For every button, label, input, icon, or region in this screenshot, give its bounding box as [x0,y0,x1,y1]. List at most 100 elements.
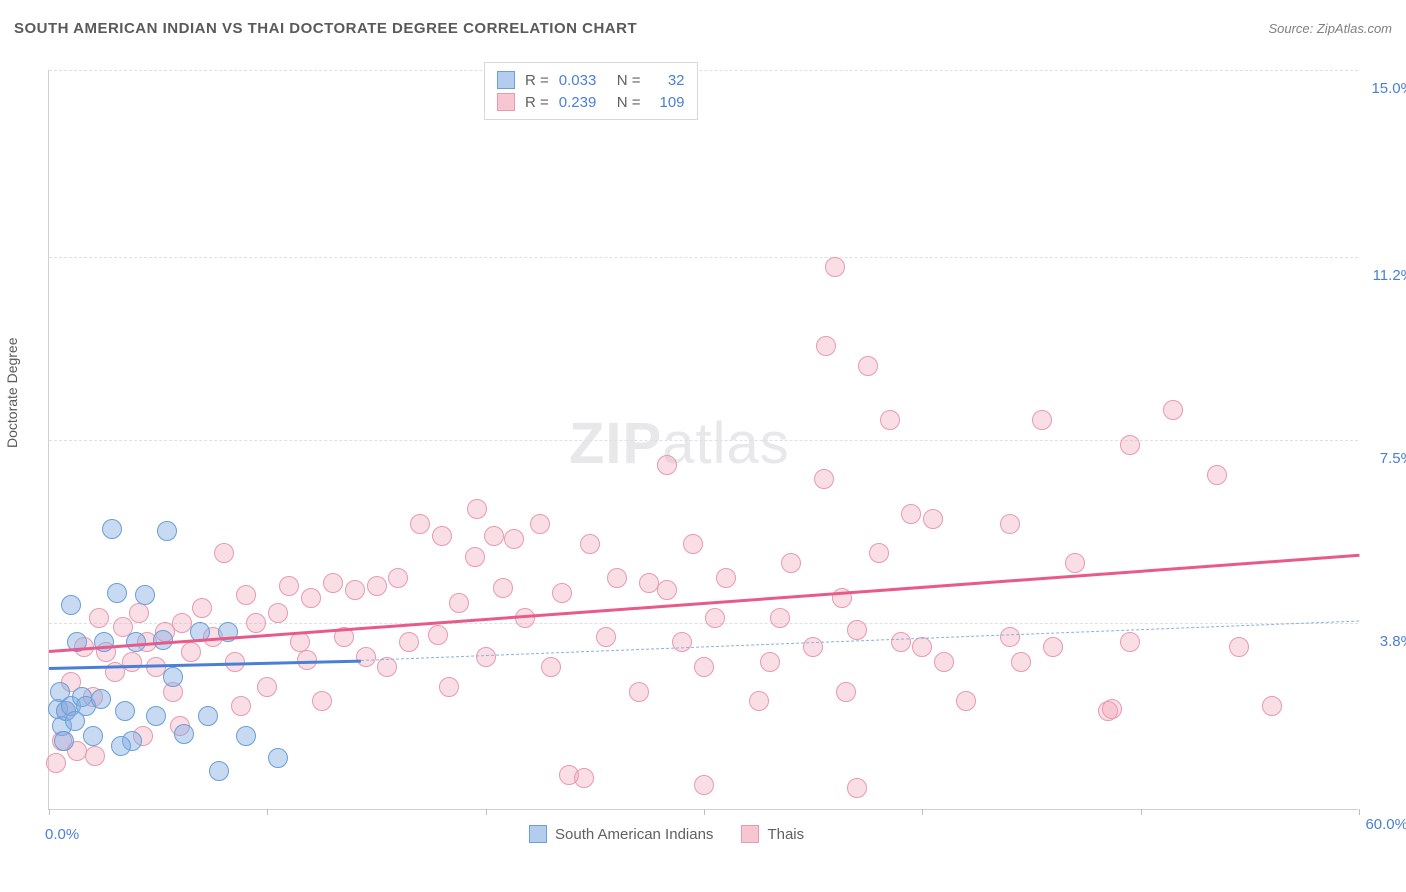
stat-legend: R =0.033N =32R =0.239N =109 [484,62,698,120]
scatter-point [209,761,229,781]
scatter-point [181,642,201,662]
scatter-point [629,682,649,702]
scatter-point [345,580,365,600]
scatter-point [268,748,288,768]
gridline [49,440,1358,441]
stat-r-value: 0.239 [559,94,607,111]
scatter-point [54,731,74,751]
scatter-point [388,568,408,588]
scatter-point [157,521,177,541]
scatter-point [399,632,419,652]
scatter-point [449,593,469,613]
scatter-point [858,356,878,376]
scatter-point [102,519,122,539]
scatter-point [297,650,317,670]
scatter-point [672,632,692,652]
scatter-point [574,768,594,788]
scatter-point [1032,410,1052,430]
scatter-point [1011,652,1031,672]
scatter-point [552,583,572,603]
scatter-point [530,514,550,534]
scatter-point [439,677,459,697]
y-tick-label: 3.8% [1380,633,1406,650]
scatter-point [749,691,769,711]
source-label: Source: ZipAtlas.com [1268,21,1392,36]
scatter-point [367,576,387,596]
scatter-point [1120,435,1140,455]
scatter-point [770,608,790,628]
legend-swatch [741,825,759,843]
x-tick-mark [486,809,487,815]
scatter-point [694,775,714,795]
scatter-point [312,691,332,711]
x-tick-mark [1359,809,1360,815]
scatter-point [356,647,376,667]
scatter-point [1000,627,1020,647]
scatter-point [465,547,485,567]
legend-label: South American Indians [555,826,713,843]
scatter-point [1043,637,1063,657]
scatter-point [91,689,111,709]
scatter-point [716,568,736,588]
scatter-point [231,696,251,716]
scatter-point [825,257,845,277]
legend-swatch [497,93,515,111]
scatter-point [683,534,703,554]
y-tick-label: 11.2% [1373,267,1406,284]
x-min-label: 0.0% [45,826,79,843]
y-tick-label: 7.5% [1380,450,1406,467]
scatter-point [847,620,867,640]
scatter-point [657,455,677,475]
scatter-point [1065,553,1085,573]
scatter-point [301,588,321,608]
legend-swatch [529,825,547,843]
scatter-point [268,603,288,623]
watermark-atlas: atlas [662,411,790,476]
scatter-point [135,585,155,605]
stat-r-value: 0.033 [559,72,607,89]
scatter-point [1229,637,1249,657]
scatter-point [174,724,194,744]
watermark: ZIPatlas [569,410,790,477]
chart-title: SOUTH AMERICAN INDIAN VS THAI DOCTORATE … [14,20,637,37]
scatter-point [705,608,725,628]
gridline [49,70,1358,71]
scatter-point [246,613,266,633]
scatter-point [198,706,218,726]
scatter-point [596,627,616,647]
scatter-point [115,701,135,721]
scatter-point [803,637,823,657]
x-tick-mark [49,809,50,815]
gridline [49,257,1358,258]
scatter-point [83,726,103,746]
scatter-point [236,585,256,605]
scatter-point [814,469,834,489]
scatter-point [956,691,976,711]
stat-legend-row: R =0.033N =32 [497,69,685,91]
scatter-point [891,632,911,652]
scatter-point [912,637,932,657]
scatter-point [129,603,149,623]
x-tick-mark [704,809,705,815]
scatter-point [46,753,66,773]
scatter-point [836,682,856,702]
stat-n-value: 32 [651,72,685,89]
scatter-point [85,746,105,766]
scatter-point [410,514,430,534]
scatter-point [760,652,780,672]
scatter-point [607,568,627,588]
scatter-point [476,647,496,667]
scatter-point [61,595,81,615]
y-tick-label: 15.0% [1371,80,1406,97]
gridline [49,623,1358,624]
scatter-point [153,630,173,650]
scatter-point [214,543,234,563]
stat-r-label: R = [525,72,549,89]
legend-item: South American Indians [529,825,713,843]
scatter-point [541,657,561,677]
scatter-point [869,543,889,563]
scatter-point [484,526,504,546]
scatter-point [781,553,801,573]
scatter-point [111,736,131,756]
scatter-point [192,598,212,618]
